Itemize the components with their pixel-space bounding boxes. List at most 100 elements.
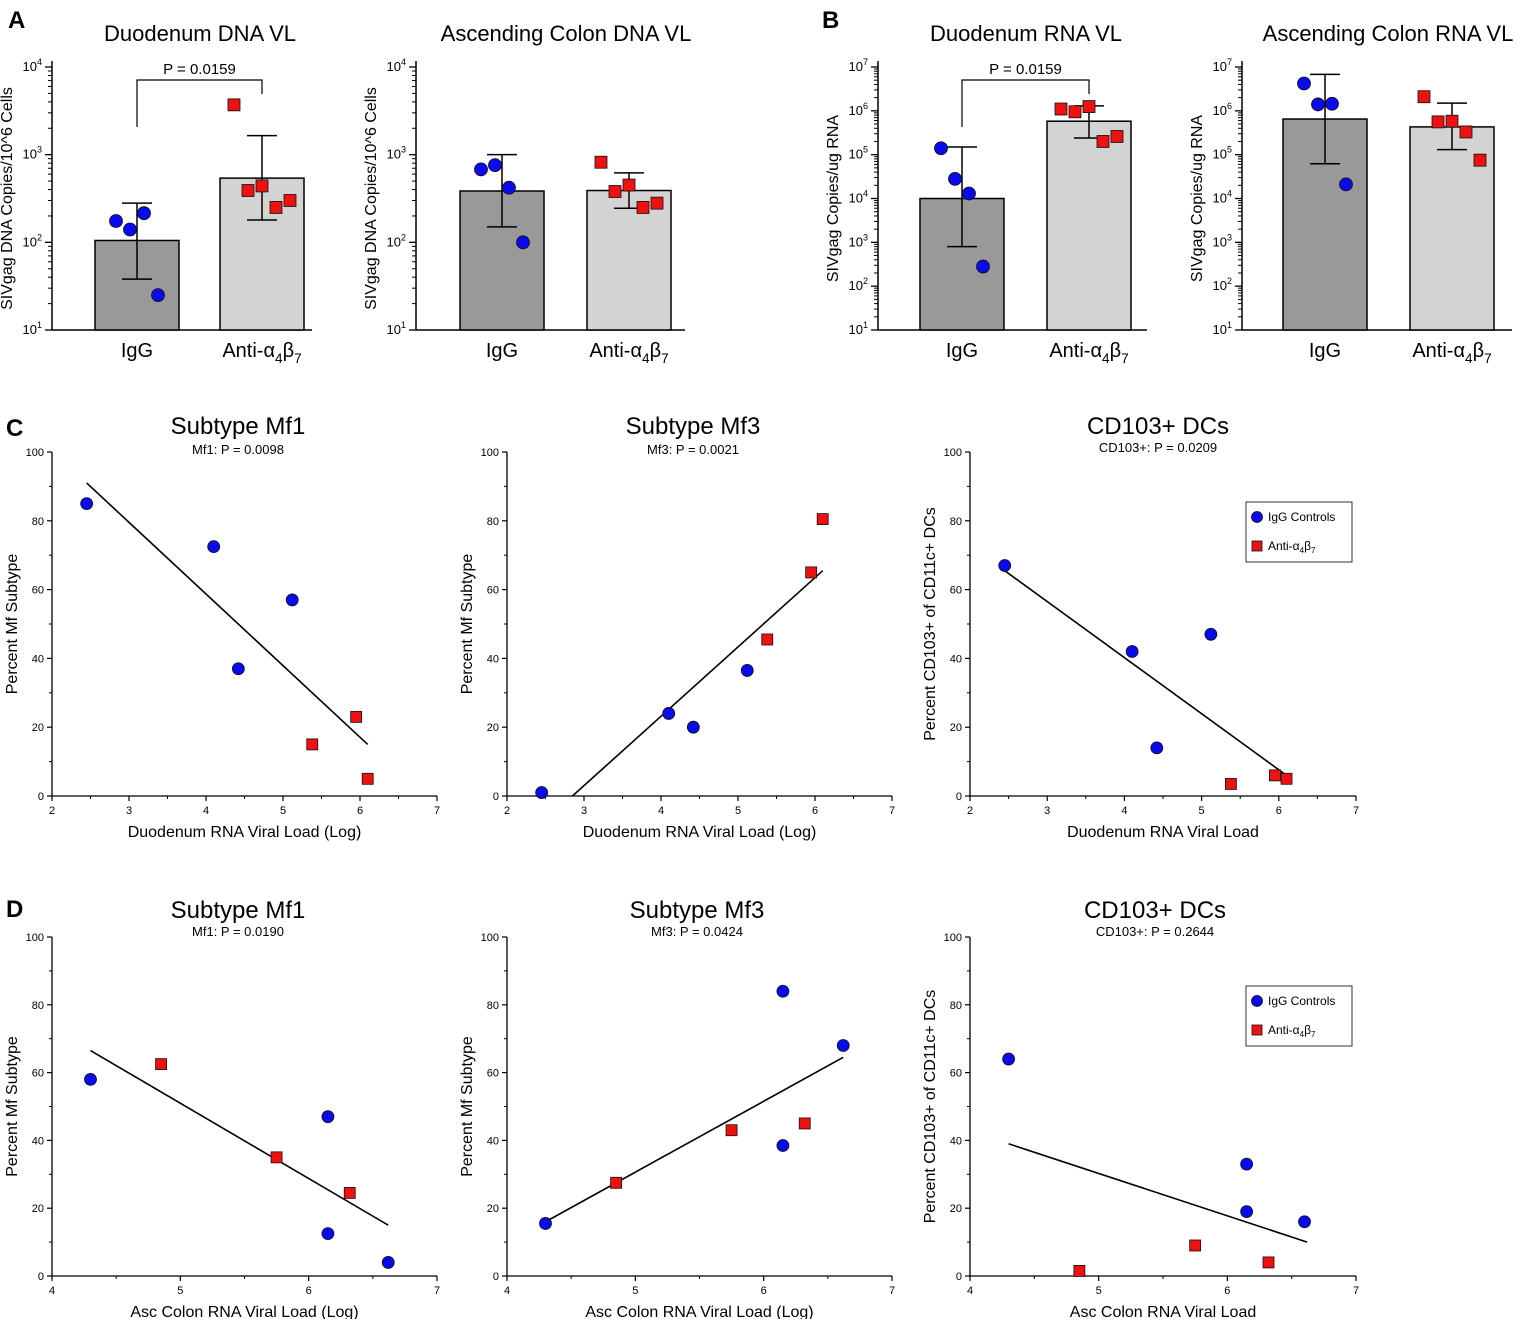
x-category-label: Anti-α4β7 xyxy=(589,340,668,366)
y-tick-label: 107 xyxy=(1213,57,1232,74)
legend-marker-igg xyxy=(1251,995,1263,1007)
data-point-anti xyxy=(798,1117,811,1130)
bar-anti xyxy=(1046,120,1132,331)
x-axis-label: Duodenum RNA Viral Load (Log) xyxy=(128,824,362,841)
y-axis-label: Percent Mf Subtype xyxy=(459,1036,476,1177)
data-point-igg xyxy=(686,720,700,734)
data-point-igg xyxy=(502,180,516,195)
data-point-anti xyxy=(343,1187,356,1199)
panel-label: A xyxy=(8,7,25,34)
bar-anti xyxy=(586,189,672,331)
data-point-anti xyxy=(1431,115,1445,129)
x-category-label: Anti-α4β7 xyxy=(1412,340,1491,366)
y-tick-label: 100 xyxy=(481,932,499,944)
x-tick-label: 5 xyxy=(177,1285,183,1297)
x-tick-label: 5 xyxy=(735,805,741,817)
chart-title: Subtype Mf1 xyxy=(171,897,306,924)
y-tick-label: 103 xyxy=(387,145,406,162)
chart-subtitle: Mf1: P = 0.0190 xyxy=(192,924,284,939)
y-tick-label: 101 xyxy=(23,320,42,337)
y-tick-label: 104 xyxy=(849,189,868,206)
data-point-anti xyxy=(608,185,622,198)
panel-label: D xyxy=(6,896,23,923)
x-tick-label: 6 xyxy=(1224,1285,1230,1297)
legend-label-igg: IgG Controls xyxy=(1268,994,1335,1008)
data-point-anti xyxy=(1082,100,1096,113)
y-tick-label: 40 xyxy=(950,1135,962,1147)
y-tick-label: 0 xyxy=(956,791,962,803)
x-tick-label: 6 xyxy=(306,1285,312,1297)
data-point-igg xyxy=(321,1227,335,1241)
y-axis-label: Percent CD103+ of CD11c+ DCs xyxy=(922,990,939,1224)
y-axis-label: SIVgag Copies/ug RNA xyxy=(1189,115,1206,283)
x-tick-label: 7 xyxy=(434,1285,440,1297)
scatter-panel-c2: Subtype Mf3 Mf3: P = 0.0021 0 20 40 60 80 100 2 3… xyxy=(459,413,895,841)
x-axis-label: Asc Colon RNA Viral Load (Log) xyxy=(585,1304,813,1319)
y-tick-label: 60 xyxy=(32,1068,44,1080)
legend: IgG Controls Anti-α4β7 xyxy=(1245,985,1353,1047)
data-point-anti xyxy=(269,201,283,214)
data-point-anti xyxy=(255,179,269,193)
legend-marker-anti xyxy=(1251,1024,1263,1036)
chart-title: Duodenum DNA VL xyxy=(104,21,296,46)
x-category-label: IgG xyxy=(121,340,153,362)
data-point-anti xyxy=(361,772,374,785)
data-point-anti xyxy=(725,1124,738,1137)
data-point-igg xyxy=(1325,96,1339,111)
y-tick-label: 80 xyxy=(950,1000,962,1012)
x-tick-label: 4 xyxy=(1121,805,1127,817)
y-tick-label: 60 xyxy=(950,1068,962,1080)
regression-line xyxy=(571,570,824,797)
data-point-igg xyxy=(285,593,299,607)
p-value-annotation: P = 0.0159 xyxy=(163,61,236,78)
data-point-anti xyxy=(1068,105,1082,119)
data-point-anti xyxy=(241,184,255,197)
significance-bracket xyxy=(961,79,1090,127)
y-tick-label: 103 xyxy=(849,232,868,249)
data-point-igg xyxy=(1297,76,1311,91)
x-tick-label: 7 xyxy=(1353,805,1359,817)
y-tick-label: 80 xyxy=(950,516,962,528)
data-point-igg xyxy=(516,235,530,250)
data-point-igg xyxy=(80,497,94,511)
y-tick-label: 60 xyxy=(487,1068,499,1080)
data-point-anti xyxy=(1445,114,1459,128)
data-point-anti xyxy=(1110,130,1124,143)
data-point-anti xyxy=(1225,778,1237,790)
legend-marker-igg xyxy=(1251,511,1263,523)
data-point-anti xyxy=(1280,772,1293,785)
x-tick-label: 2 xyxy=(967,805,973,817)
regression-line xyxy=(90,1049,389,1226)
data-point-anti xyxy=(306,738,319,751)
data-point-igg xyxy=(321,1110,335,1124)
y-tick-label: 102 xyxy=(23,232,42,249)
y-tick-label: 0 xyxy=(493,791,499,803)
y-tick-label: 40 xyxy=(950,653,962,665)
x-tick-label: 3 xyxy=(581,805,587,817)
y-axis-label: Percent Mf Subtype xyxy=(459,554,476,695)
legend-label-igg: IgG Controls xyxy=(1268,510,1335,524)
bar-panel-b1: B Duodenum RNA VL 101 102 103 104 105 106 107 SIV… xyxy=(822,7,1147,366)
y-tick-label: 60 xyxy=(950,585,962,597)
data-point-igg xyxy=(1204,627,1218,641)
x-tick-label: 4 xyxy=(504,1285,510,1297)
legend: IgG Controls Anti-α4β7 xyxy=(1245,501,1353,563)
legend-box xyxy=(1245,985,1353,1047)
panel-label: B xyxy=(822,7,839,34)
legend-label-anti: Anti-α4β7 xyxy=(1268,1023,1316,1039)
x-tick-label: 6 xyxy=(761,1285,767,1297)
bar-panel-b2: Ascending Colon RNA VL 101 102 103 104 105 106… xyxy=(1189,21,1513,366)
y-tick-label: 104 xyxy=(1213,189,1232,206)
y-tick-label: 60 xyxy=(487,585,499,597)
y-tick-label: 80 xyxy=(487,516,499,528)
data-point-igg xyxy=(207,540,221,553)
data-point-igg xyxy=(474,162,488,177)
scatter-panel-c1: C Subtype Mf1 Mf1: P = 0.0098 0 20 40 60 80 100 2… xyxy=(4,413,440,841)
data-point-igg xyxy=(1298,1215,1311,1229)
data-point-igg xyxy=(962,186,976,201)
chart-title: Ascending Colon RNA VL xyxy=(1263,21,1514,46)
x-tick-label: 7 xyxy=(889,1285,895,1297)
